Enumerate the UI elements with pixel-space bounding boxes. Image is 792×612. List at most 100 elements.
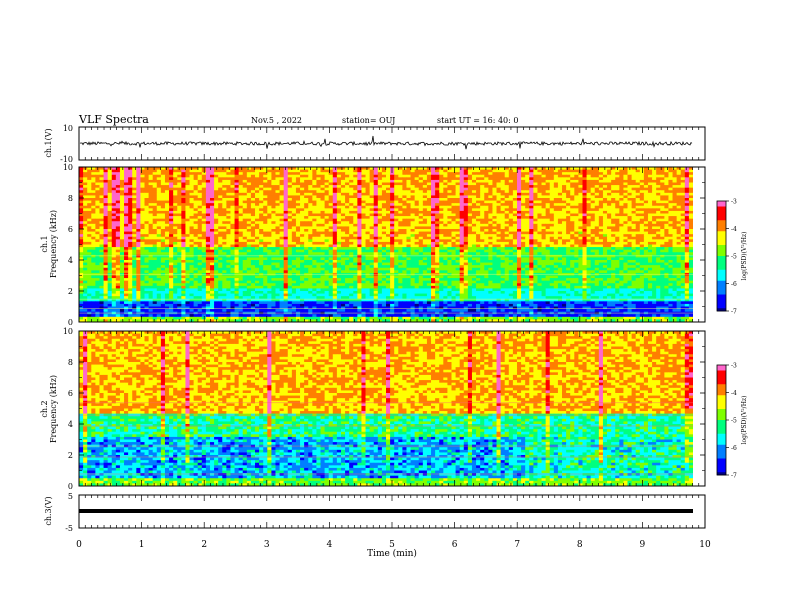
spectrogram-cell	[554, 214, 558, 217]
spectrogram-cell	[533, 188, 537, 191]
spectrogram-cell	[623, 188, 627, 191]
spectrogram-cell	[202, 224, 206, 227]
spectrogram-cell	[243, 170, 247, 173]
spectrogram-cell	[640, 198, 644, 201]
spectrogram-cell	[341, 198, 345, 201]
spectrogram-cell	[402, 177, 406, 180]
spectrogram-cell	[95, 193, 99, 196]
spectrogram-cell	[185, 172, 189, 175]
spectrogram-cell	[128, 232, 132, 235]
spectrogram-cell	[112, 193, 116, 196]
spectrogram-cell	[431, 177, 435, 180]
spectrogram-cell	[533, 232, 537, 235]
spectrogram-cell	[578, 190, 582, 193]
spectrogram-cell	[660, 234, 664, 237]
spectrogram-cell	[537, 250, 541, 253]
spectrogram-cell	[554, 245, 558, 248]
spectrogram-cell	[644, 224, 648, 227]
spectrogram-cell	[288, 232, 292, 235]
spectrogram-cell	[333, 234, 337, 237]
spectrogram-cell	[169, 203, 173, 206]
spectrogram-cell	[132, 201, 136, 204]
spectrogram-cell	[398, 175, 402, 178]
spectrogram-cell	[615, 195, 619, 198]
spectrogram-cell	[202, 188, 206, 191]
spectrogram-cell	[427, 180, 431, 183]
spectrogram-cell	[108, 245, 112, 248]
spectrogram-cell	[275, 226, 279, 229]
spectrogram-cell	[243, 211, 247, 214]
spectrogram-cell	[370, 177, 374, 180]
spectrogram-cell	[406, 234, 410, 237]
spectrogram-cell	[460, 201, 464, 204]
spectrogram-cell	[521, 208, 525, 211]
spectrogram-cell	[124, 175, 128, 178]
spectrogram-cell	[582, 203, 586, 206]
spectrogram-cell	[378, 237, 382, 240]
spectrogram-cell	[140, 216, 144, 219]
spectrogram-cell	[664, 247, 668, 250]
spectrogram-cell	[280, 247, 284, 250]
spectrogram-cell	[116, 195, 120, 198]
spectrogram-cell	[149, 211, 153, 214]
spectrogram-cell	[599, 193, 603, 196]
spectrogram-cell	[656, 216, 660, 219]
spectrogram-cell	[288, 245, 292, 248]
spectrogram-cell	[325, 242, 329, 245]
spectrogram-cell	[87, 180, 91, 183]
spectrogram-cell	[533, 172, 537, 175]
spectrogram-cell	[558, 232, 562, 235]
spectrogram-cell	[271, 234, 275, 237]
spectrogram-cell	[177, 193, 181, 196]
spectrogram-cell	[689, 190, 693, 193]
spectrogram-cell	[144, 219, 148, 222]
spectrogram-cell	[312, 224, 316, 227]
spectrogram-cell	[402, 203, 406, 206]
spectrogram-cell	[456, 211, 460, 214]
spectrogram-cell	[398, 242, 402, 245]
spectrogram-cell	[308, 190, 312, 193]
spectrogram-cell	[296, 214, 300, 217]
spectrogram-cell	[218, 206, 222, 209]
spectrogram-cell	[480, 239, 484, 242]
spectrogram-cell	[435, 193, 439, 196]
spectrogram-cell	[267, 172, 271, 175]
spectrogram-cell	[357, 216, 361, 219]
spectrogram-cell	[570, 221, 574, 224]
spectrogram-cell	[337, 172, 341, 175]
spectrogram-cell	[570, 177, 574, 180]
spectrogram-cell	[644, 219, 648, 222]
spectrogram-cell	[415, 177, 419, 180]
spectrogram-cell	[640, 206, 644, 209]
spectrogram-cell	[566, 242, 570, 245]
spectrogram-cell	[79, 193, 83, 196]
spectrogram-cell	[439, 175, 443, 178]
spectrogram-cell	[284, 208, 288, 211]
spectrogram-cell	[235, 216, 239, 219]
spectrogram-cell	[345, 175, 349, 178]
spectrogram-cell	[349, 216, 353, 219]
spectrogram-cell	[280, 239, 284, 242]
spectrogram-cell	[271, 177, 275, 180]
spectrogram-cell	[153, 214, 157, 217]
spectrogram-cell	[382, 203, 386, 206]
spectrogram-cell	[144, 245, 148, 248]
spectrogram-cell	[419, 234, 423, 237]
spectrogram-cell	[505, 201, 509, 204]
spectrogram-cell	[566, 190, 570, 193]
spectrogram-cell	[304, 177, 308, 180]
spectrogram-cell	[202, 211, 206, 214]
spectrogram-cell	[222, 232, 226, 235]
spectrogram-cell	[599, 175, 603, 178]
spectrogram-cell	[292, 201, 296, 204]
spectrogram-cell	[615, 206, 619, 209]
spectrogram-cell	[95, 216, 99, 219]
spectrogram-cell	[165, 198, 169, 201]
spectrogram-cell	[472, 170, 476, 173]
spectrogram-cell	[619, 226, 623, 229]
spectrogram-cell	[128, 195, 132, 198]
spectrogram-cell	[406, 193, 410, 196]
spectrogram-cell	[468, 208, 472, 211]
spectrogram-cell	[316, 237, 320, 240]
spectrogram-cell	[210, 172, 214, 175]
